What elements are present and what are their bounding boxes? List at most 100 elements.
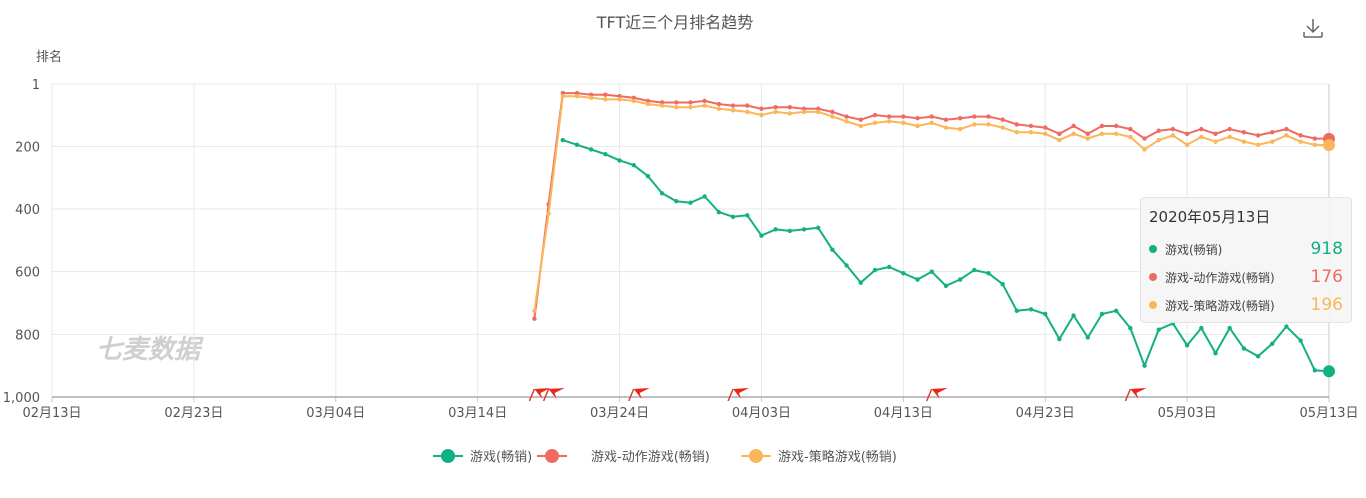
data-point[interactable]	[659, 100, 665, 105]
data-point[interactable]	[801, 227, 807, 232]
event-flag[interactable]	[542, 388, 565, 402]
data-point[interactable]	[603, 97, 608, 102]
data-point[interactable]	[603, 92, 608, 97]
data-point[interactable]	[844, 114, 849, 119]
data-point[interactable]	[1255, 133, 1261, 138]
data-point[interactable]	[1043, 311, 1048, 317]
data-point[interactable]	[858, 123, 863, 129]
data-point[interactable]	[745, 213, 750, 218]
data-point[interactable]	[986, 122, 991, 127]
data-point[interactable]	[886, 114, 892, 119]
data-point[interactable]	[659, 191, 665, 196]
data-point[interactable]	[730, 103, 736, 108]
data-point[interactable]	[1270, 130, 1275, 135]
data-point[interactable]	[1071, 313, 1076, 318]
data-point[interactable]	[872, 112, 878, 118]
data-point[interactable]	[1000, 117, 1005, 122]
data-point[interactable]	[1014, 122, 1020, 127]
event-flag[interactable]	[1124, 388, 1147, 402]
data-point[interactable]	[1241, 346, 1247, 351]
data-point[interactable]	[816, 106, 821, 111]
data-point[interactable]	[943, 125, 949, 130]
data-point[interactable]	[957, 126, 963, 132]
data-point[interactable]	[844, 119, 849, 124]
data-point[interactable]	[702, 98, 707, 104]
data-point[interactable]	[645, 98, 651, 104]
data-point[interactable]	[560, 137, 565, 143]
data-point[interactable]	[1142, 136, 1147, 141]
data-point[interactable]	[617, 97, 622, 102]
data-point[interactable]	[1113, 308, 1119, 314]
data-point[interactable]	[588, 92, 594, 97]
data-point[interactable]	[1270, 139, 1275, 144]
data-point[interactable]	[1213, 131, 1218, 137]
data-point[interactable]	[645, 101, 651, 107]
data-point[interactable]	[830, 114, 835, 119]
data-point[interactable]	[574, 142, 580, 147]
data-point[interactable]	[1028, 307, 1034, 312]
data-point[interactable]	[1085, 131, 1090, 137]
legend-item[interactable]: 游戏-动作游戏(畅销)	[537, 449, 710, 465]
data-point[interactable]	[588, 95, 594, 100]
data-point[interactable]	[1170, 133, 1176, 138]
data-point[interactable]	[674, 198, 679, 204]
data-point[interactable]	[929, 269, 934, 274]
data-point[interactable]	[972, 267, 977, 273]
data-point[interactable]	[688, 104, 693, 110]
data-point[interactable]	[1170, 126, 1176, 132]
data-point[interactable]	[1312, 136, 1318, 141]
data-point[interactable]	[1000, 282, 1005, 287]
data-point[interactable]	[716, 209, 722, 215]
data-point[interactable]	[1085, 335, 1090, 340]
data-point[interactable]	[1028, 130, 1034, 135]
data-point[interactable]	[1323, 139, 1335, 152]
data-point[interactable]	[830, 109, 835, 115]
data-point[interactable]	[688, 100, 693, 105]
data-point[interactable]	[787, 104, 793, 110]
data-point[interactable]	[986, 271, 991, 276]
data-point[interactable]	[1298, 338, 1303, 343]
data-point[interactable]	[858, 280, 863, 285]
data-point[interactable]	[1184, 343, 1190, 348]
data-point[interactable]	[886, 264, 892, 270]
data-point[interactable]	[1113, 123, 1119, 129]
data-point[interactable]	[773, 227, 778, 232]
data-point[interactable]	[1099, 123, 1105, 129]
data-point[interactable]	[801, 106, 807, 111]
data-point[interactable]	[1199, 325, 1204, 331]
data-point[interactable]	[1099, 131, 1105, 137]
data-point[interactable]	[972, 122, 977, 127]
data-point[interactable]	[957, 115, 963, 121]
data-point[interactable]	[1284, 133, 1289, 138]
data-point[interactable]	[1227, 126, 1232, 132]
legend-item[interactable]: 游戏-策略游戏(畅销)	[741, 449, 897, 465]
data-point[interactable]	[1323, 365, 1335, 378]
data-point[interactable]	[745, 109, 750, 115]
data-point[interactable]	[901, 114, 906, 119]
data-point[interactable]	[929, 114, 934, 119]
data-point[interactable]	[773, 104, 778, 110]
data-point[interactable]	[674, 104, 679, 110]
data-point[interactable]	[943, 117, 949, 122]
data-point[interactable]	[759, 106, 764, 111]
data-point[interactable]	[1312, 142, 1318, 147]
data-point[interactable]	[844, 263, 849, 268]
data-point[interactable]	[1156, 327, 1161, 332]
data-point[interactable]	[886, 119, 892, 124]
data-point[interactable]	[915, 115, 920, 121]
data-point[interactable]	[901, 120, 906, 126]
data-point[interactable]	[1298, 133, 1303, 138]
data-point[interactable]	[872, 120, 878, 126]
data-point[interactable]	[1199, 134, 1204, 140]
download-icon[interactable]	[1303, 19, 1323, 38]
data-point[interactable]	[1255, 354, 1261, 359]
data-point[interactable]	[872, 267, 878, 273]
data-point[interactable]	[532, 316, 537, 321]
event-flags[interactable]	[528, 388, 1147, 402]
data-point[interactable]	[1071, 131, 1076, 137]
legend[interactable]: 游戏(畅销) 游戏-动作游戏(畅销) 游戏-策略游戏(畅销)	[433, 449, 897, 465]
data-point[interactable]	[1227, 325, 1232, 331]
data-point[interactable]	[943, 283, 949, 288]
data-point[interactable]	[574, 90, 580, 96]
data-point[interactable]	[1255, 142, 1261, 147]
